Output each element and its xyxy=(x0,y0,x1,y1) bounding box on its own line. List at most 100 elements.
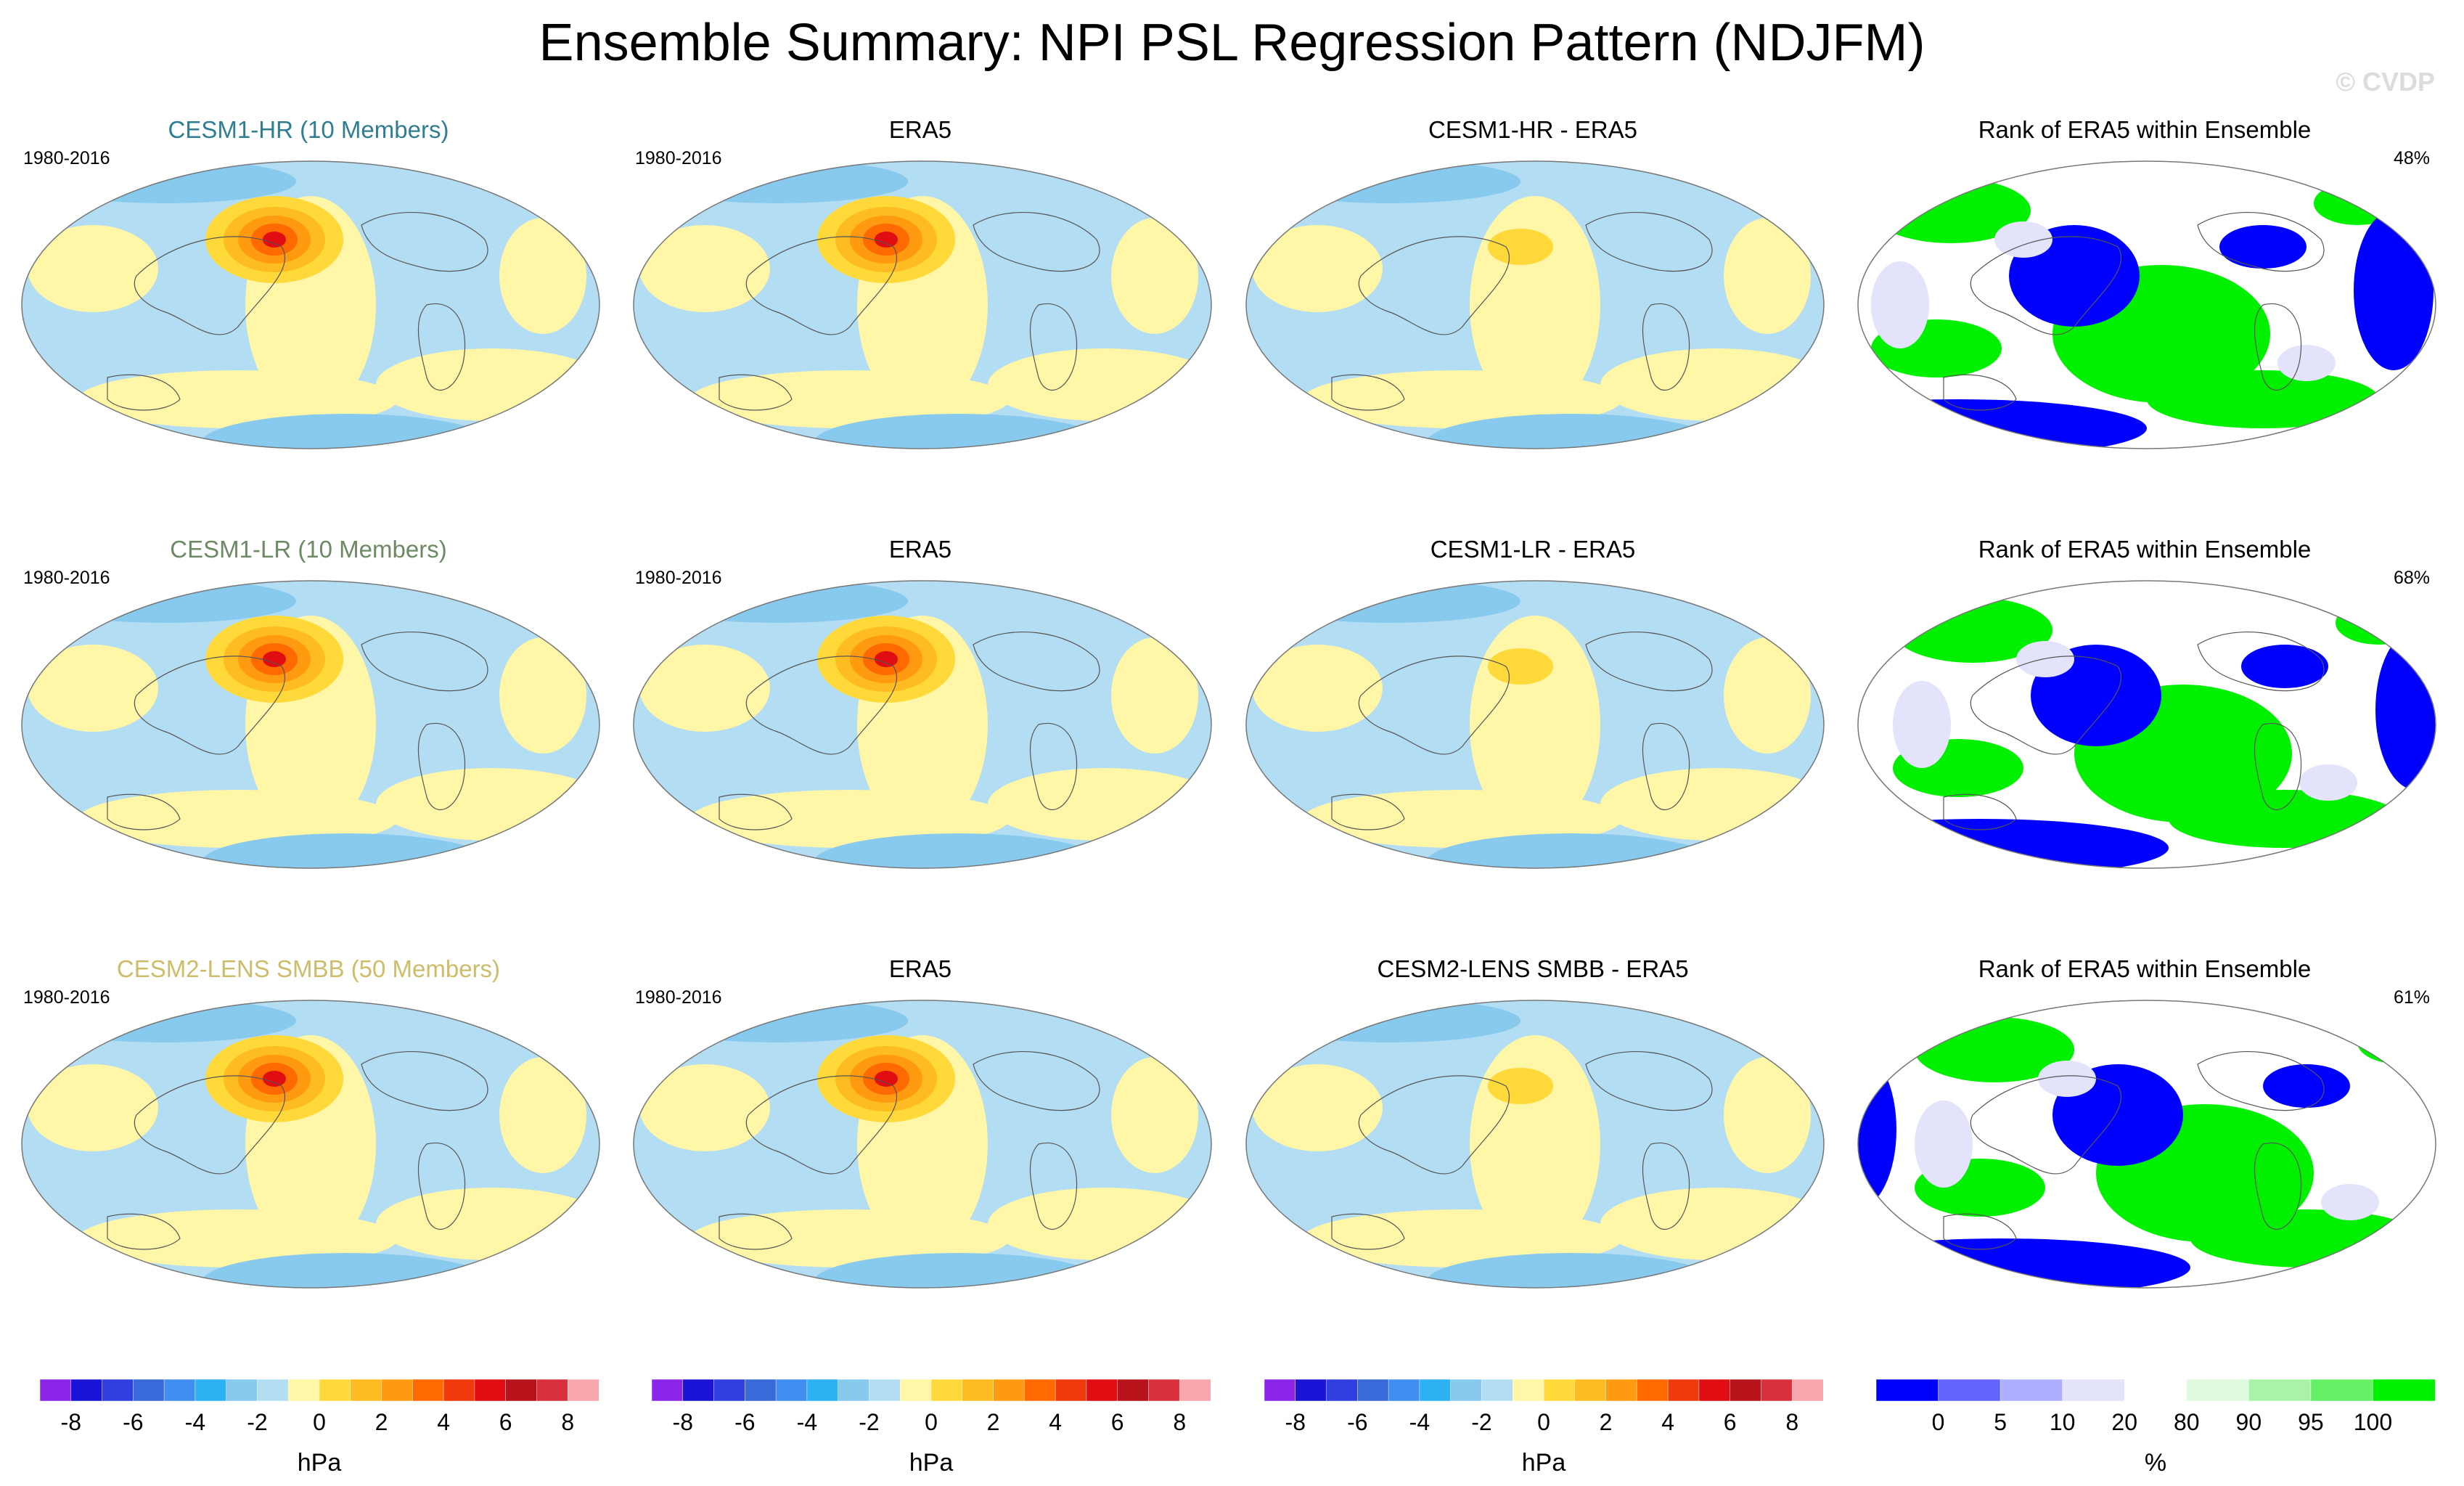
colorbar-swatch xyxy=(412,1379,444,1402)
colorbar-swatch xyxy=(1605,1379,1638,1402)
colorbar-tick-label: 8 xyxy=(1785,1409,1798,1435)
map-frame xyxy=(1857,160,2437,454)
pressure-band xyxy=(1252,645,1383,732)
map-frame xyxy=(1245,999,1825,1293)
coastline xyxy=(719,212,1100,411)
colorbar-swatch xyxy=(1295,1379,1327,1402)
panel-title: CESM1-LR - ERA5 xyxy=(1430,536,1636,563)
panel-title: ERA5 xyxy=(888,116,952,143)
colorbar-swatch xyxy=(1326,1379,1359,1402)
period-label: 1980-2016 xyxy=(23,987,110,1008)
map-border xyxy=(1857,580,2436,869)
colorbar-tick-label: -2 xyxy=(1471,1409,1491,1435)
psl-map xyxy=(21,580,600,869)
colorbar-swatch xyxy=(1419,1379,1452,1402)
low-pressure-band xyxy=(35,1000,296,1042)
colorbar-swatch xyxy=(1264,1379,1296,1402)
map-frame xyxy=(20,999,601,1293)
pressure-band xyxy=(1303,790,1622,848)
aleutian-low-anomaly xyxy=(875,232,898,248)
rank-map xyxy=(1857,1000,2436,1289)
difference-anomaly xyxy=(1488,229,1553,265)
pressure-band xyxy=(499,218,586,334)
panel-obs: ERA5 1980-2016 xyxy=(619,116,1221,537)
pressure-band xyxy=(1111,218,1198,334)
low-pressure-band xyxy=(1426,414,1716,449)
figure-title: Ensemble Summary: NPI PSL Regression Pat… xyxy=(539,14,1925,72)
pressure-band xyxy=(78,1209,398,1267)
panel-rank: Rank of ERA5 within Ensemble 61% xyxy=(1843,955,2446,1376)
colorbar-swatch xyxy=(381,1379,414,1402)
coastline xyxy=(1331,632,1713,830)
panel-title: ERA5 xyxy=(888,536,952,563)
colorbar-tick-label: -8 xyxy=(673,1409,693,1435)
rank-map xyxy=(1857,580,2436,869)
map-frame xyxy=(1857,579,2437,873)
colorbar-tick-label: -2 xyxy=(247,1409,267,1435)
colorbar-swatch xyxy=(1450,1379,1483,1402)
colorbar-swatch xyxy=(652,1379,684,1402)
colorbar-swatch xyxy=(257,1379,289,1402)
rank-percent: 48% xyxy=(2393,148,2430,168)
map-border xyxy=(633,160,1212,449)
pressure-band xyxy=(690,1209,1010,1267)
pressure-band xyxy=(1600,768,1824,841)
colorbar-tick-label: 80 xyxy=(2174,1409,2200,1435)
colorbar-swatch xyxy=(2248,1379,2312,1402)
colorbar-unit: hPa xyxy=(1521,1449,1566,1477)
colorbar-swatch xyxy=(1698,1379,1731,1402)
rank-region xyxy=(2277,345,2336,381)
colorbar-swatch xyxy=(838,1379,870,1402)
pressure-band xyxy=(1303,370,1622,428)
coastline xyxy=(1943,632,2325,830)
rank-region xyxy=(1893,681,1951,768)
map-border xyxy=(21,160,600,449)
colorbar-swatch xyxy=(1357,1379,1389,1402)
colorbar-tick-label: 6 xyxy=(1111,1409,1124,1435)
pressure-band xyxy=(690,370,1010,428)
period-label: 1980-2016 xyxy=(23,148,110,168)
low-pressure-band xyxy=(814,1253,1104,1288)
watermark: © CVDP xyxy=(2336,67,2435,97)
panel-title: Rank of ERA5 within Ensemble xyxy=(1978,536,2312,563)
colorbar-swatch xyxy=(567,1379,599,1402)
colorbar-swatch xyxy=(163,1379,196,1402)
pressure-band xyxy=(376,1188,599,1260)
pressure-band xyxy=(376,348,599,421)
pressure-band xyxy=(1724,637,1811,754)
colorbar-tick-label: 10 xyxy=(2050,1409,2076,1435)
rank-region xyxy=(2190,1209,2423,1267)
colorbar-tick-label: -4 xyxy=(797,1409,817,1435)
colorbar-swatch xyxy=(195,1379,227,1402)
psl-map xyxy=(633,580,1212,869)
colorbar-tick-label: 0 xyxy=(313,1409,326,1435)
low-pressure-band xyxy=(202,833,492,868)
low-pressure-band xyxy=(647,1000,908,1042)
colorbar-swatch xyxy=(474,1379,507,1402)
colorbar-psl-2: -8 -6 -4 -2 0 2 4 6 8 hPa xyxy=(652,1379,1211,1477)
low-pressure-band xyxy=(814,833,1104,868)
colorbar-swatch xyxy=(1637,1379,1669,1402)
pressure-band xyxy=(1724,1057,1811,1173)
period-label: 1980-2016 xyxy=(635,987,722,1008)
colorbar-tick-label: 4 xyxy=(1049,1409,1062,1435)
map-border xyxy=(1245,580,1825,869)
colorbar-swatch xyxy=(505,1379,538,1402)
panel-title: ERA5 xyxy=(888,955,952,982)
colorbar-swatch xyxy=(930,1379,963,1402)
panel-diff: CESM2-LENS SMBB - ERA5 xyxy=(1232,955,1834,1376)
pressure-band xyxy=(28,225,158,312)
aleutian-low-anomaly xyxy=(875,651,898,667)
psl-map xyxy=(1245,1000,1825,1289)
pressure-band xyxy=(1111,637,1198,754)
colorbar-tick-label: 6 xyxy=(1724,1409,1737,1435)
colorbar-tick-label: 8 xyxy=(561,1409,574,1435)
map-border xyxy=(1857,1000,2436,1289)
map-border xyxy=(1245,160,1825,449)
colorbar-swatch xyxy=(2373,1379,2435,1402)
colorbar-swatch xyxy=(1117,1379,1150,1402)
colorbar-swatch xyxy=(993,1379,1026,1402)
aleutian-low-anomaly xyxy=(263,1071,286,1087)
colorbar-swatch xyxy=(40,1379,72,1402)
colorbar-psl-3: -8 -6 -4 -2 0 2 4 6 8 hPa xyxy=(1264,1379,1823,1477)
